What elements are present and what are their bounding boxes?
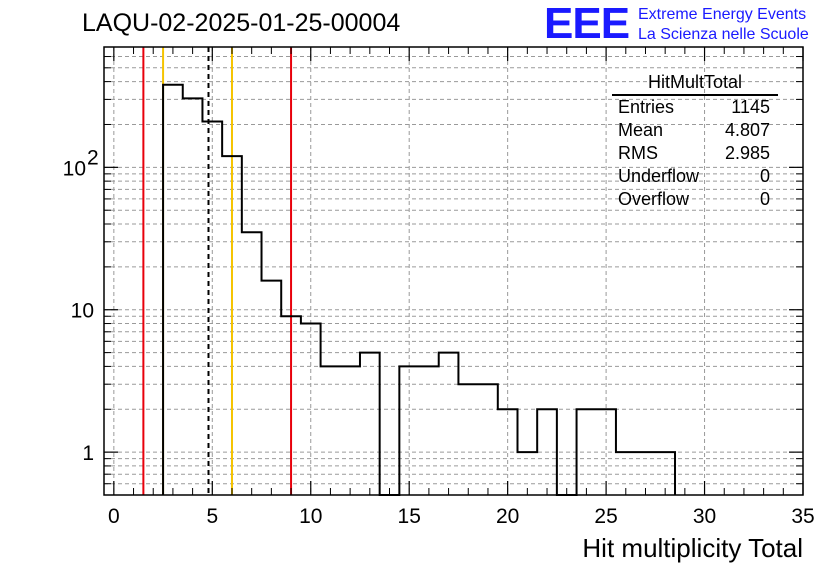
stats-value: 1145 (731, 97, 770, 117)
logo-mark: EEE (544, 0, 630, 48)
stats-label: RMS (618, 143, 658, 163)
stats-row-underflow: Underflow 0 (612, 165, 778, 188)
axes-frame (103, 46, 804, 496)
y-tick-label: 10 (71, 300, 94, 323)
logo-line1: Extreme Energy Events (638, 6, 807, 23)
x-tick-label: 25 (594, 505, 617, 528)
stats-value: 2.985 (724, 143, 770, 163)
stats-value: 4.807 (724, 120, 770, 140)
x-tick-label: 35 (791, 505, 814, 528)
x-tick-label: 5 (206, 505, 218, 528)
marker-lines (142, 47, 293, 495)
x-tick-label: 20 (496, 505, 519, 528)
x-tick-label: 10 (299, 505, 322, 528)
stats-label: Overflow (618, 189, 690, 209)
histogram-outline (162, 83, 677, 496)
x-tick-label: 0 (108, 505, 120, 528)
stats-row-entries: Entries 1145 (612, 96, 778, 119)
y-tick-exponent: 2 (87, 146, 99, 169)
stats-label: Mean (618, 120, 664, 140)
chart-title: LAQU-02-2025-01-25-00004 (82, 9, 401, 37)
stats-value: 0 (759, 166, 770, 186)
stats-label: Entries (618, 97, 675, 117)
stats-row-overflow: Overflow 0 (612, 188, 778, 211)
stats-box: HitMultTotal Entries 1145 Mean 4.807 RMS… (612, 72, 778, 211)
axis-ticks (104, 46, 804, 496)
plot-frame (103, 46, 804, 496)
x-tick-label: 30 (693, 505, 716, 528)
stats-row-mean: Mean 4.807 (612, 119, 778, 142)
stats-title: HitMultTotal (612, 72, 778, 96)
x-axis-label: Hit multiplicity Total (582, 533, 803, 563)
logo-line2: La Scienza nelle Scuole (638, 26, 809, 43)
x-tick-label: 15 (398, 505, 421, 528)
stats-row-rms: RMS 2.985 (612, 142, 778, 165)
y-tick-label: 1 (82, 442, 94, 465)
stats-value: 0 (759, 189, 770, 209)
stats-label: Underflow (618, 166, 700, 186)
y-tick-label: 10 (63, 157, 86, 180)
